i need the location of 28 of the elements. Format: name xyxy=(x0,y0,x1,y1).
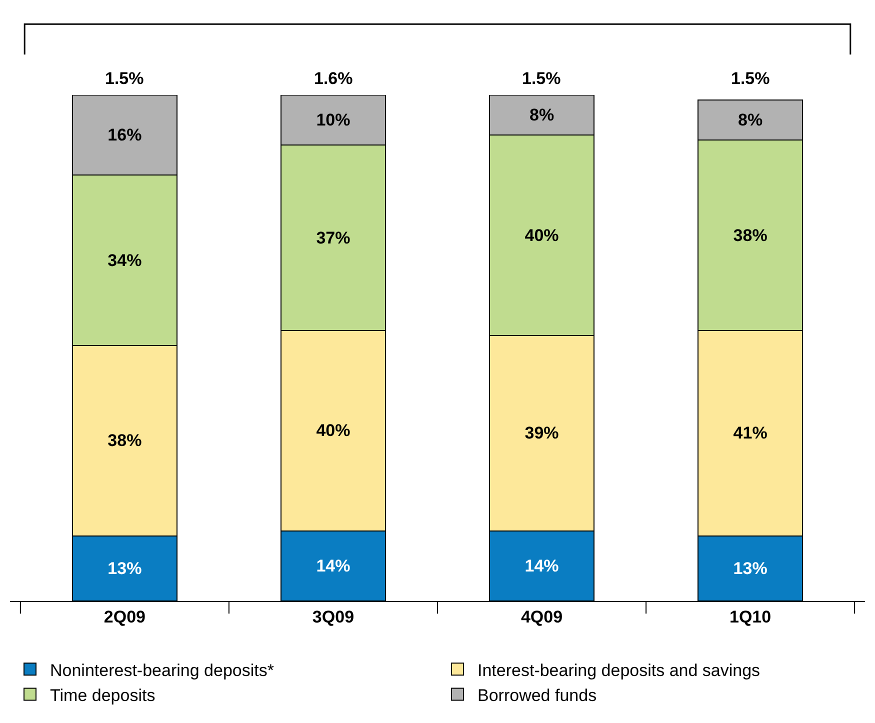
legend-label: Noninterest-bearing deposits* xyxy=(50,660,274,680)
data-label: 14% xyxy=(524,556,559,576)
x-tick-label: 1Q10 xyxy=(730,607,772,626)
data-label: 13% xyxy=(733,558,768,578)
data-label: 16% xyxy=(108,126,142,145)
text: 1.5% xyxy=(105,69,144,88)
text: 1.5% xyxy=(522,69,561,88)
data-label: 41% xyxy=(733,424,768,443)
text: 1.5% xyxy=(731,69,770,88)
data-label: 8% xyxy=(738,110,763,130)
data-label: 13% xyxy=(108,558,142,578)
data-label: 38% xyxy=(108,431,142,450)
x-tick-label: 2Q09 xyxy=(104,607,146,626)
legend-label: Time deposits xyxy=(50,686,156,705)
data-label: 38% xyxy=(733,226,768,245)
data-label: 37% xyxy=(316,228,350,248)
data-label: 39% xyxy=(524,424,559,443)
data-label: 10% xyxy=(316,110,350,130)
data-label: 8% xyxy=(529,106,554,125)
text: 1.6% xyxy=(314,69,353,88)
legend-label: Borrowed funds xyxy=(478,686,597,705)
data-label: 14% xyxy=(316,556,350,576)
x-tick-label: 3Q09 xyxy=(312,607,354,626)
data-label: 40% xyxy=(316,421,350,440)
data-label: 40% xyxy=(524,226,559,245)
legend-label: Interest-bearing deposits and savings xyxy=(478,660,760,680)
x-tick-label: 4Q09 xyxy=(520,607,563,626)
data-label: 34% xyxy=(108,250,142,270)
